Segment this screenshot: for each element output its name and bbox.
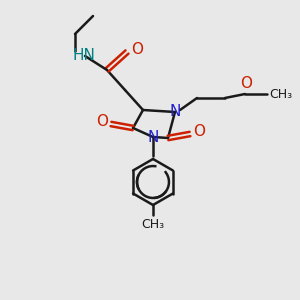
Text: O: O [240,76,252,92]
Text: O: O [131,43,143,58]
Text: CH₃: CH₃ [141,218,165,232]
Text: N: N [169,103,181,118]
Text: HN: HN [73,47,95,62]
Text: O: O [193,124,205,140]
Text: CH₃: CH₃ [269,88,292,100]
Text: N: N [147,130,159,146]
Text: O: O [96,115,108,130]
